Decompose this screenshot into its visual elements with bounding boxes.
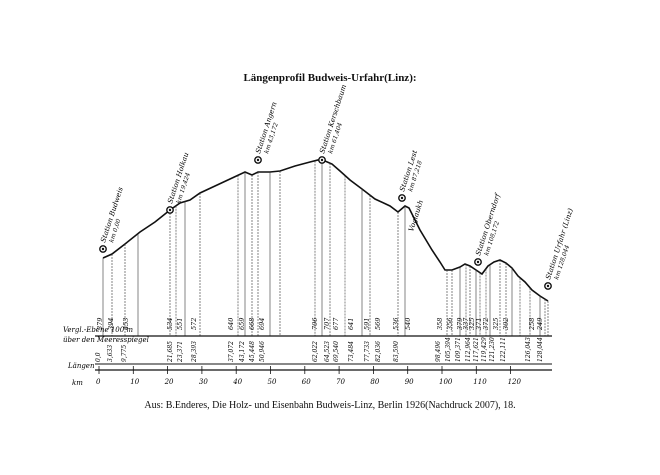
gradient-label: Voglaukh xyxy=(407,199,425,233)
station-marker-dot xyxy=(101,247,105,251)
elevation-label: 641 xyxy=(347,318,355,330)
distance-label: 82,036 xyxy=(375,341,382,362)
elevation-label: 302 xyxy=(502,318,510,330)
distance-label: 50,946 xyxy=(259,341,266,362)
distance-label: 64,523 xyxy=(324,341,331,362)
distance-label: 23,371 xyxy=(177,341,184,363)
station-marker-dot xyxy=(400,196,404,200)
km-tick-label: 120 xyxy=(508,378,522,386)
elevation-label: 534 xyxy=(166,318,174,330)
elevation-label: 707 xyxy=(323,317,331,330)
elevation-label: 694 xyxy=(258,318,266,330)
station-marker-dot xyxy=(476,260,480,264)
distance-label: 77,733 xyxy=(364,341,371,362)
station-drop-lines xyxy=(102,160,549,336)
distance-label: 117,621 xyxy=(473,337,480,362)
distance-label: 128,044 xyxy=(537,337,544,362)
station-marker-dot xyxy=(256,158,260,162)
km-tick-label: 90 xyxy=(405,378,414,386)
elevation-label: 706 xyxy=(311,318,319,330)
datum-label-2: über den Meeresspiegel xyxy=(63,336,149,344)
distance-label: 37,072 xyxy=(228,341,235,362)
elevation-label: 337 xyxy=(462,317,470,330)
elevation-label: 668 xyxy=(248,318,256,330)
distance-label: 28,393 xyxy=(191,341,198,363)
distance-label: 121,230 xyxy=(489,337,496,362)
elevation-label: 356 xyxy=(446,318,454,330)
distance-label: 21,685 xyxy=(167,341,174,363)
elevation-label: 677 xyxy=(332,317,340,330)
distance-label: 69,540 xyxy=(333,341,340,362)
elevation-label: 453 xyxy=(122,318,130,331)
km-tick-label: 0 xyxy=(96,378,101,386)
elevation-label: 325 xyxy=(492,318,500,330)
elevation-label: 659 xyxy=(238,318,246,330)
km-tick-label: 30 xyxy=(199,378,208,386)
km-tick-label: 80 xyxy=(370,378,379,386)
elevation-label: 371 xyxy=(475,318,483,330)
elevation-label: 325 xyxy=(468,318,476,330)
elevation-label: 258 xyxy=(528,318,536,331)
elevation-label: 551 xyxy=(176,318,184,330)
elevation-label: 540 xyxy=(404,318,412,330)
km-tick-label: 40 xyxy=(232,378,242,386)
km-tick-label: 100 xyxy=(439,378,453,386)
distance-label: 105,394 xyxy=(445,337,452,362)
elevation-label: 572 xyxy=(190,318,198,330)
station-marker-dot xyxy=(546,284,550,288)
profile-title: Längenprofil Budweis-Urfahr(Linz): xyxy=(243,72,417,84)
km-tick-label: 20 xyxy=(164,378,174,386)
station-marker-dot xyxy=(168,208,172,212)
elevation-label: 379 xyxy=(456,318,464,330)
elevation-label: 591 xyxy=(363,318,371,330)
distance-label: 126,043 xyxy=(525,337,532,362)
distance-labels: 0,0 3,633 9,775 21,685 23,371 28,393 37,072 43,… xyxy=(95,337,544,363)
distance-label: 83,590 xyxy=(393,341,400,362)
distance-label: 112,964 xyxy=(465,337,472,362)
elevation-label: 394 xyxy=(107,318,115,330)
distance-label: 43,172 xyxy=(239,341,246,363)
station-marker-dot xyxy=(320,158,324,162)
elevation-label: 358 xyxy=(436,318,444,330)
elevation-labels: 379 394 453 534 551 572 640 659 668 694 706 707 677 6… xyxy=(96,317,544,331)
distance-label: 62,022 xyxy=(312,341,319,362)
distance-label: 122,111 xyxy=(500,337,507,362)
distance-label: 109,371 xyxy=(455,337,462,362)
km-tick-label: 10 xyxy=(130,378,139,386)
km-tick-label: 60 xyxy=(302,378,311,386)
distance-label: 98,496 xyxy=(435,341,442,362)
km-tick-label: 70 xyxy=(336,378,345,386)
elevation-label: 372 xyxy=(482,318,490,330)
lengths-label: Längen xyxy=(67,362,95,370)
km-ticks: 0 10 20 30 40 50 60 70 80 90 100 110 120 xyxy=(96,366,522,386)
km-tick-label: 50 xyxy=(268,378,277,386)
distance-label: 45,448 xyxy=(249,341,256,363)
elevation-label: 536 xyxy=(392,318,400,330)
datum-label-1: Vergl.-Ebene 100 m xyxy=(63,326,133,334)
distance-label: 3,633 xyxy=(107,345,114,362)
elevation-label: 249 xyxy=(536,318,544,331)
distance-label: 73,484 xyxy=(348,341,355,362)
source-caption: Aus: B.Enderes, Die Holz- und Eisenbahn … xyxy=(144,400,516,411)
distance-label: 0,0 xyxy=(95,352,102,362)
elevation-label: 379 xyxy=(96,318,104,330)
distance-label: 119,429 xyxy=(481,337,488,362)
elevation-label: 569 xyxy=(374,318,382,330)
distance-label: 9,775 xyxy=(121,345,128,362)
km-tick-label: 110 xyxy=(473,378,487,386)
km-label: km xyxy=(72,379,83,387)
elevation-label: 640 xyxy=(227,318,235,330)
